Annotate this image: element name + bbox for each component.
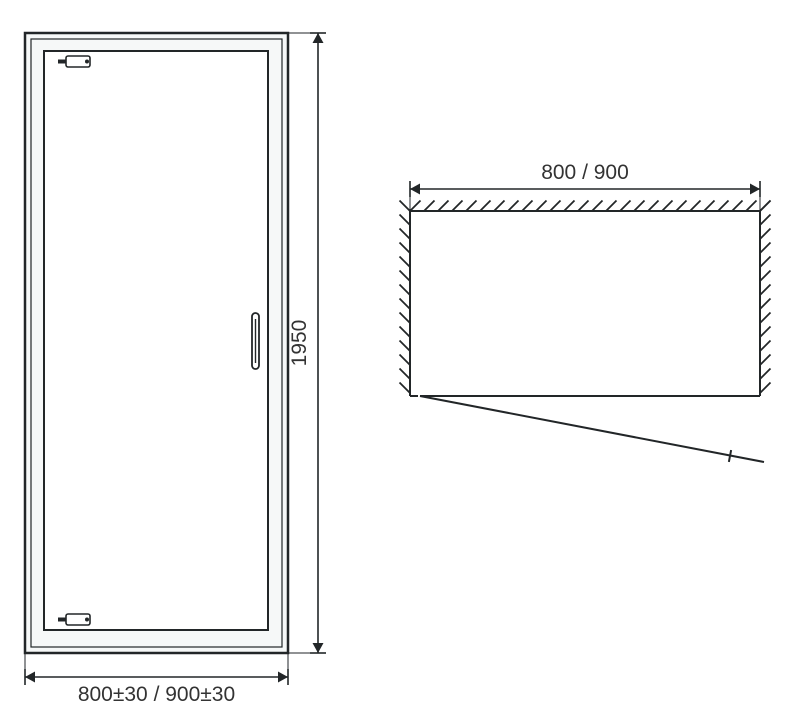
width-dimension-label: 800±30 / 900±30	[78, 683, 235, 706]
height-dimension-label: 1950	[288, 320, 311, 367]
wall-hatch	[400, 201, 771, 394]
door-panel	[44, 51, 268, 630]
door-handle-icon	[252, 313, 259, 369]
plan-width-dimension-label: 800 / 900	[541, 161, 629, 184]
plan-view	[400, 201, 771, 463]
door-open-line	[420, 396, 764, 462]
front-elevation	[25, 33, 288, 653]
